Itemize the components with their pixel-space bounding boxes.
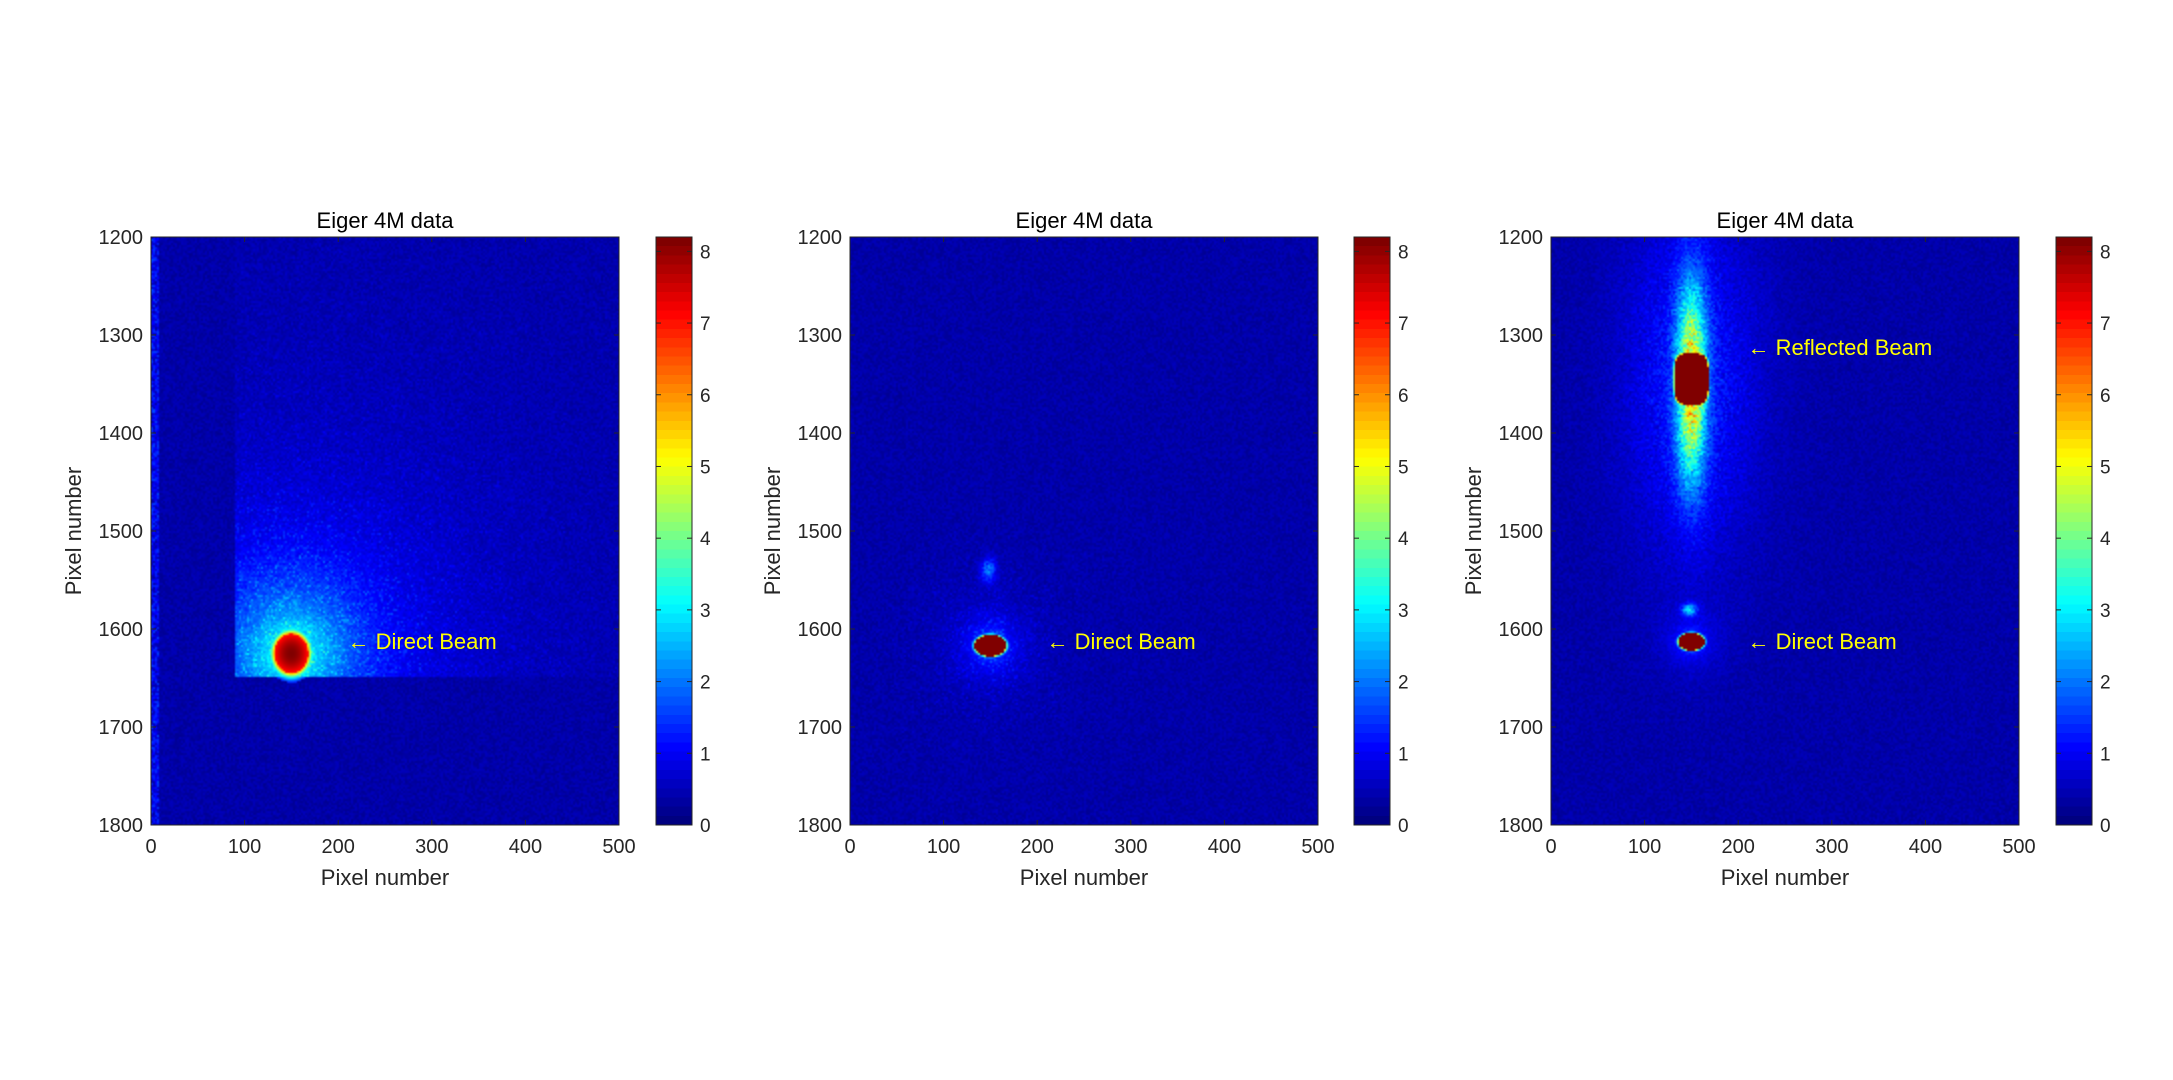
x-tick-label: 0 (844, 836, 855, 858)
colorbar-tick-label: 5 (1398, 457, 1409, 478)
beam-annotation: ← Direct Beam (1748, 629, 1897, 654)
y-tick-label: 1500 (1499, 521, 1544, 543)
x-tick-label: 400 (1909, 836, 1942, 858)
chart-title: Eiger 4M data (317, 208, 455, 233)
heatmap-image (151, 237, 619, 825)
y-tick-label: 1800 (1499, 815, 1544, 837)
colorbar-tick-label: 0 (2100, 816, 2111, 837)
heatmap-image (1551, 237, 2019, 825)
y-tick-label: 1700 (1499, 717, 1544, 739)
y-tick-label: 1600 (1499, 619, 1544, 641)
x-tick-label: 200 (1722, 836, 1755, 858)
x-tick-label: 200 (322, 836, 355, 858)
colorbar (656, 237, 692, 825)
colorbar-tick-label: 4 (1398, 529, 1409, 550)
colorbar-tick-label: 2 (1398, 673, 1409, 694)
x-tick-label: 200 (1021, 836, 1054, 858)
x-tick-label: 100 (228, 836, 261, 858)
colorbar-tick-label: 8 (2100, 242, 2111, 263)
y-axis-label: Pixel number (61, 467, 86, 595)
y-axis-label: Pixel number (760, 467, 785, 595)
colorbar-tick-label: 7 (1398, 314, 1409, 335)
colorbar-tick-label: 1 (1398, 744, 1409, 765)
y-tick-label: 1600 (798, 619, 843, 641)
y-tick-label: 1800 (99, 815, 144, 837)
colorbar-tick-label: 3 (1398, 601, 1409, 622)
y-tick-label: 1400 (798, 423, 843, 445)
colorbar (1354, 237, 1390, 825)
x-tick-label: 0 (145, 836, 156, 858)
x-tick-label: 300 (415, 836, 448, 858)
y-tick-label: 1700 (99, 717, 144, 739)
x-tick-label: 100 (1628, 836, 1661, 858)
beam-annotation: ← Direct Beam (1047, 629, 1196, 654)
x-axis-label: Pixel number (1020, 865, 1148, 890)
y-tick-label: 1200 (99, 227, 144, 249)
colorbar (2056, 237, 2092, 825)
x-axis-label: Pixel number (1721, 865, 1849, 890)
colorbar-tick-label: 4 (700, 529, 711, 550)
beam-annotation: ← Reflected Beam (1748, 335, 1933, 360)
colorbar-box (1353, 236, 1391, 826)
colorbar-tick-label: 7 (2100, 314, 2111, 335)
y-tick-label: 1800 (798, 815, 843, 837)
x-tick-label: 500 (1301, 836, 1334, 858)
chart-title: Eiger 4M data (1016, 208, 1154, 233)
colorbar-box (2055, 236, 2093, 826)
colorbar-tick-label: 2 (2100, 673, 2111, 694)
colorbar-tick-label: 0 (1398, 816, 1409, 837)
colorbar-tick-label: 5 (700, 457, 711, 478)
beam-annotation: ← Direct Beam (348, 629, 497, 654)
y-tick-label: 1400 (1499, 423, 1544, 445)
x-tick-label: 400 (509, 836, 542, 858)
y-axis-label: Pixel number (1461, 467, 1486, 595)
y-tick-label: 1300 (798, 325, 843, 347)
colorbar-tick-label: 6 (1398, 386, 1409, 407)
y-tick-label: 1700 (798, 717, 843, 739)
colorbar-tick-label: 5 (2100, 457, 2111, 478)
heatmap-image (850, 237, 1318, 825)
colorbar-box (655, 236, 693, 826)
colorbar-tick-label: 4 (2100, 529, 2111, 550)
y-tick-label: 1200 (1499, 227, 1544, 249)
x-tick-label: 0 (1545, 836, 1556, 858)
y-tick-label: 1400 (99, 423, 144, 445)
colorbar-tick-label: 1 (700, 744, 711, 765)
y-tick-label: 1500 (798, 521, 843, 543)
colorbar-tick-label: 6 (700, 386, 711, 407)
x-tick-label: 500 (2002, 836, 2035, 858)
chart-title: Eiger 4M data (1717, 208, 1855, 233)
x-tick-label: 300 (1815, 836, 1848, 858)
colorbar-tick-label: 7 (700, 314, 711, 335)
colorbar-tick-label: 3 (2100, 601, 2111, 622)
colorbar-tick-label: 8 (1398, 242, 1409, 263)
y-tick-label: 1200 (798, 227, 843, 249)
x-tick-label: 400 (1208, 836, 1241, 858)
colorbar-tick-label: 1 (2100, 744, 2111, 765)
x-tick-label: 500 (602, 836, 635, 858)
x-tick-label: 100 (927, 836, 960, 858)
colorbar-tick-label: 8 (700, 242, 711, 263)
x-axis-label: Pixel number (321, 865, 449, 890)
colorbar-tick-label: 2 (700, 673, 711, 694)
colorbar-tick-label: 3 (700, 601, 711, 622)
colorbar-tick-label: 0 (700, 816, 711, 837)
y-tick-label: 1300 (1499, 325, 1544, 347)
y-tick-label: 1500 (99, 521, 144, 543)
y-tick-label: 1300 (99, 325, 144, 347)
x-tick-label: 300 (1114, 836, 1147, 858)
y-tick-label: 1600 (99, 619, 144, 641)
colorbar-tick-label: 6 (2100, 386, 2111, 407)
